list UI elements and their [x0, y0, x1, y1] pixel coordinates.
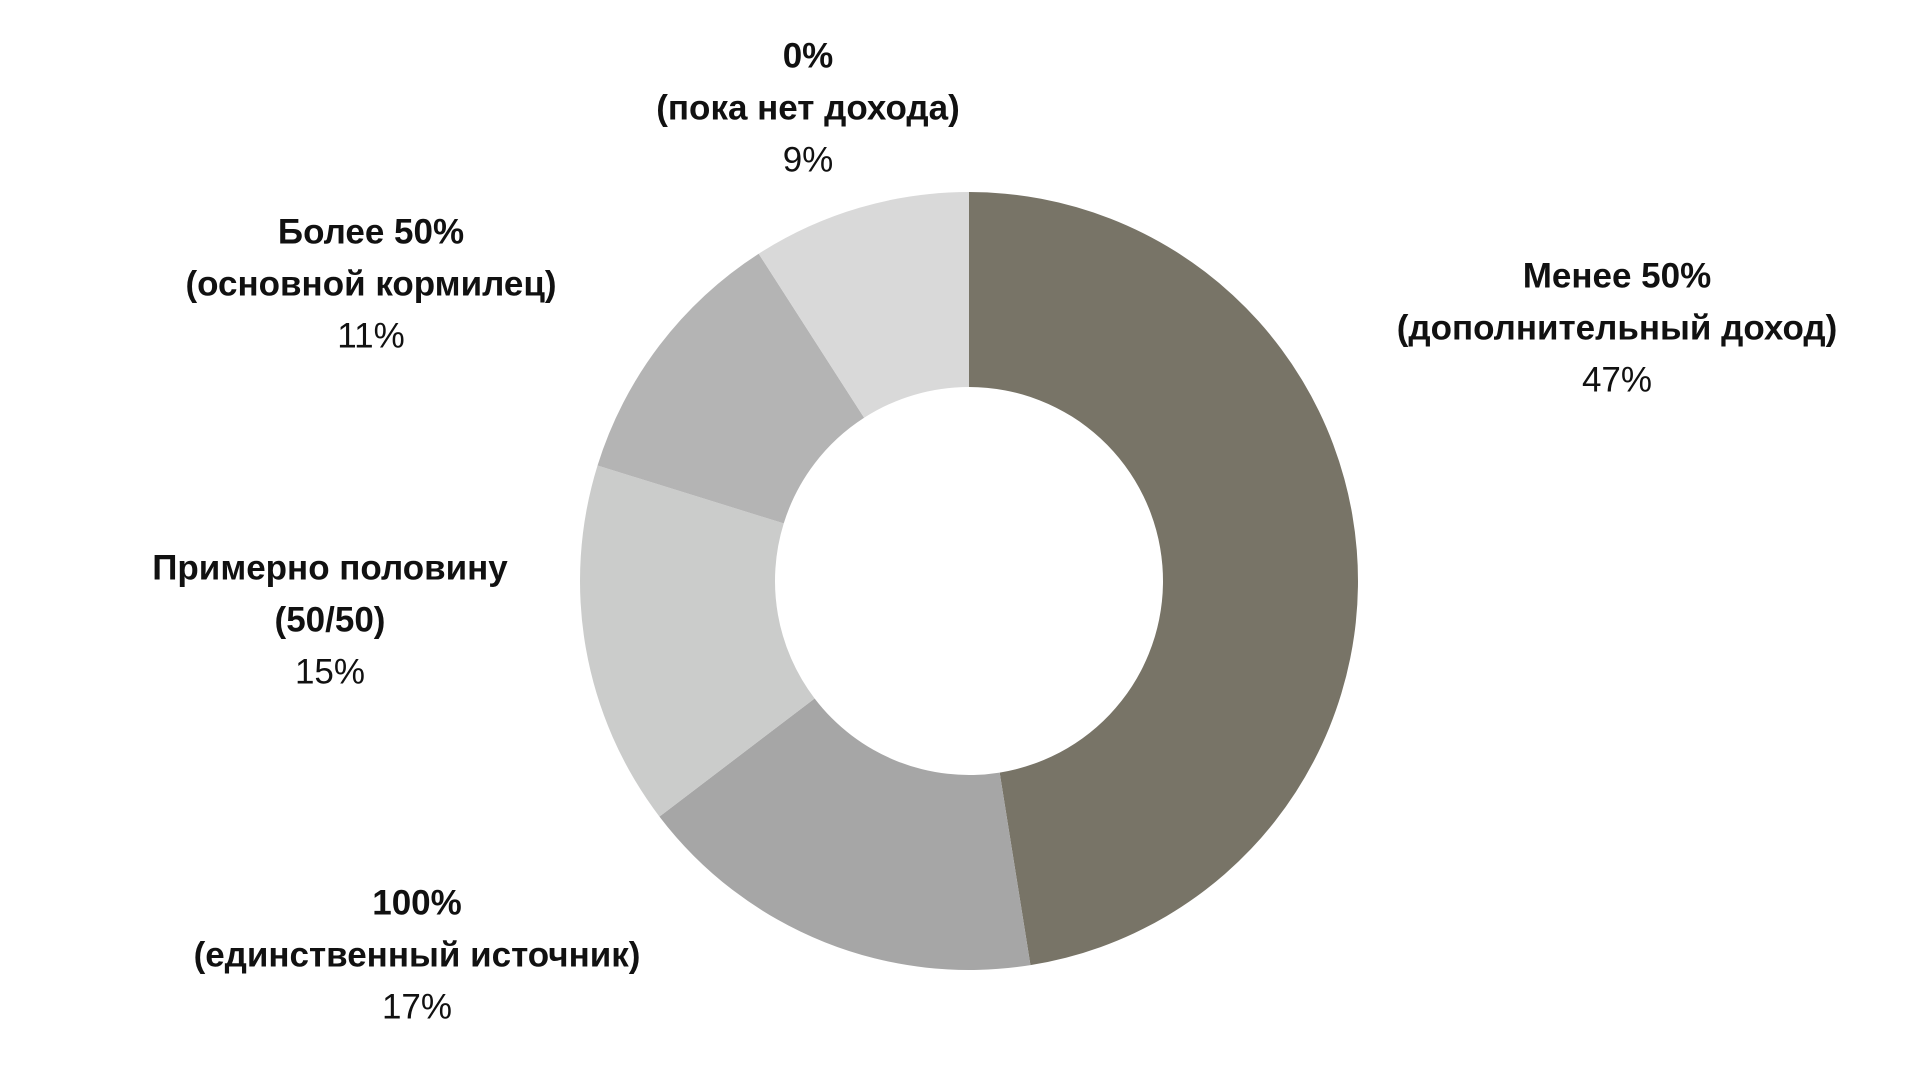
donut-slice: [579, 465, 815, 817]
donut-slice: [969, 192, 1358, 966]
value-label: 17%: [382, 987, 452, 1026]
value-label: 15%: [295, 652, 365, 691]
value-label: 11%: [337, 316, 404, 355]
slice-label: (основной кормилец): [185, 264, 556, 303]
donut-slice: [758, 192, 969, 418]
value-label: 47%: [1582, 360, 1652, 399]
slice-label: (пока нет дохода): [656, 88, 959, 127]
slice-label: (дополнительный доход): [1397, 308, 1838, 347]
value-label: 9%: [783, 140, 834, 179]
donut-slice: [597, 253, 865, 524]
donut-slice: [659, 698, 1031, 970]
slice-label: Более 50%: [278, 212, 464, 251]
slice-label: 100%: [372, 883, 462, 922]
slice-label: 0%: [783, 36, 834, 75]
slice-label: Менее 50%: [1523, 256, 1711, 295]
slice-label: (50/50): [275, 600, 386, 639]
slice-label: Примерно половину: [152, 548, 508, 587]
slice-label: (единственный источник): [194, 935, 641, 974]
